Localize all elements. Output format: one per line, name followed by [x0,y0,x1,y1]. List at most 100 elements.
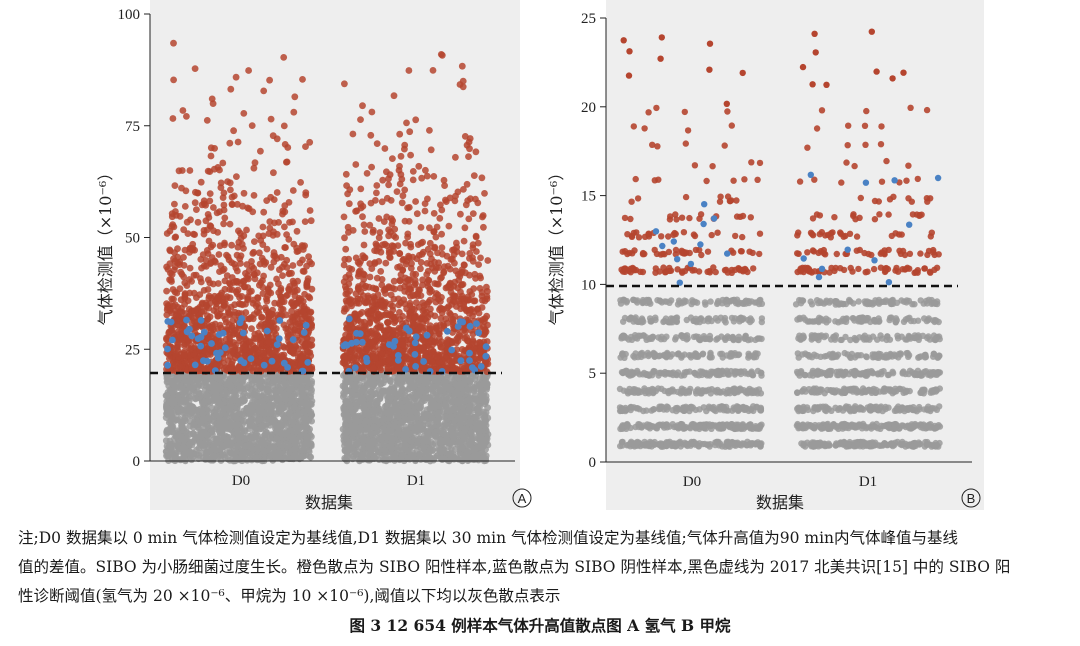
point-below-threshold [372,416,380,424]
point-below-threshold [343,411,350,419]
point-negative [302,321,310,329]
point-positive [180,351,188,359]
point-below-threshold [359,436,367,444]
point-positive [257,147,264,155]
point-positive [206,197,214,205]
point-below-threshold [472,434,479,441]
point-below-threshold [192,395,200,403]
point-below-threshold [222,419,229,427]
point-below-threshold [185,388,193,396]
point-positive [228,200,236,208]
point-below-threshold [370,453,378,461]
point-positive [231,327,238,334]
point-below-threshold [233,426,241,433]
point-below-threshold [250,433,258,441]
point-below-threshold [308,380,315,388]
point-negative [183,316,190,324]
point-positive [163,287,171,295]
point-positive [477,254,484,262]
point-positive [214,280,222,287]
point-below-threshold [456,431,463,439]
point-positive [202,262,210,270]
point-below-threshold [239,410,247,418]
point-below-threshold [248,407,256,415]
point-positive [256,249,263,257]
point-below-threshold [449,430,457,438]
point-below-threshold [200,428,207,436]
point-positive [175,167,183,175]
point-below-threshold [370,423,378,431]
point-positive [260,272,267,280]
point-below-threshold [169,447,177,455]
point-below-threshold [461,425,468,433]
point-positive [228,193,236,201]
point-below-threshold [393,380,401,387]
point-negative [197,342,205,350]
point-below-threshold [181,445,189,453]
point-positive [172,233,180,241]
point-positive [263,297,271,305]
point-below-threshold [211,381,219,389]
point-below-threshold [261,448,268,455]
point-positive [239,301,247,309]
point-below-threshold [345,440,353,448]
point-positive [172,307,180,315]
point-below-threshold [192,450,200,458]
point-positive [211,165,218,173]
point-below-threshold [171,442,179,450]
point-below-threshold [175,384,183,392]
point-below-threshold [254,446,261,453]
point-positive [221,300,229,308]
point-positive [181,279,189,287]
point-positive [171,263,179,271]
point-negative [239,329,247,337]
point-below-threshold [280,414,288,422]
point-below-threshold [454,381,462,389]
point-positive [181,203,189,210]
point-below-threshold [213,390,220,398]
point-positive [279,272,286,279]
point-below-threshold [264,386,272,393]
point-positive [223,293,231,300]
point-below-threshold [465,396,473,403]
point-positive [280,54,288,61]
point-positive [227,186,234,194]
point-positive [246,338,253,345]
point-below-threshold [231,412,239,420]
point-below-threshold [373,440,381,447]
point-below-threshold [255,416,263,424]
point-positive [245,364,253,371]
point-below-threshold [199,417,207,425]
point-below-threshold [447,439,454,447]
point-positive [284,144,292,151]
point-below-threshold [458,444,466,452]
point-positive [213,209,221,217]
point-positive [191,231,199,239]
point-positive [251,238,258,246]
point-positive [268,350,276,357]
point-below-threshold [288,397,296,405]
point-positive [178,270,186,278]
point-positive [163,263,171,271]
point-below-threshold [216,385,224,393]
point-positive [169,115,177,122]
point-below-threshold [356,424,364,432]
point-below-threshold [217,438,224,445]
point-below-threshold [434,402,442,410]
point-below-threshold [268,451,276,459]
point-below-threshold [272,388,279,395]
point-positive [186,167,194,174]
point-below-threshold [420,443,427,451]
point-below-threshold [412,419,419,426]
point-positive [223,272,231,279]
point-positive [250,192,258,199]
point-positive [226,139,234,147]
point-negative [221,344,229,352]
point-below-threshold [183,434,191,442]
point-below-threshold [439,428,447,436]
point-below-threshold [178,423,186,431]
point-below-threshold [292,381,300,388]
point-below-threshold [203,448,211,456]
point-positive [273,135,281,143]
point-below-threshold [241,396,249,404]
